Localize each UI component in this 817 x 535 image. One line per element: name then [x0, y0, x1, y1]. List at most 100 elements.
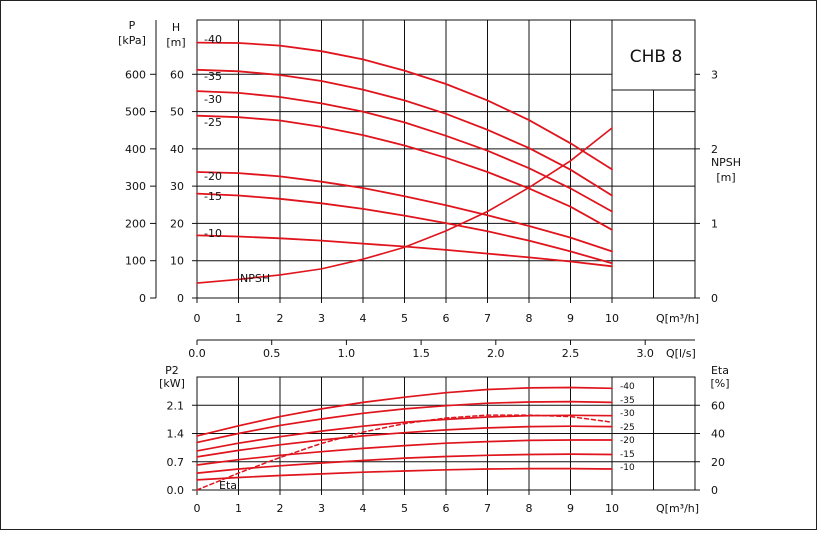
- qls-tick-label: 2.5: [562, 347, 580, 360]
- chart-title: CHB 8: [630, 47, 683, 67]
- power-q-tick-label: 6: [443, 502, 450, 515]
- q-tick-label: 0: [194, 312, 201, 325]
- q-tick-label: 9: [567, 312, 574, 325]
- q-tick-label: 7: [484, 312, 491, 325]
- kw-tick-label: 0.0: [167, 484, 185, 497]
- qls-tick-label: 0.0: [188, 347, 206, 360]
- p-axis-unit: [kPa]: [118, 34, 146, 47]
- power-curve-m15: [196, 453, 613, 474]
- title-box: [611, 19, 696, 91]
- eta-axis-unit: [%]: [710, 377, 729, 390]
- power-q-tick-label: 5: [401, 502, 408, 515]
- npsh-tick-label: 0: [711, 292, 718, 305]
- q-tick-label: 4: [360, 312, 367, 325]
- hq-curve-m30: [196, 90, 613, 213]
- power-curve-label: -30: [620, 409, 635, 419]
- npsh-axis-label: NPSH: [711, 156, 741, 169]
- power-curve-label: -10: [620, 463, 635, 473]
- h-tick-label: 0: [177, 292, 184, 305]
- power-q-tick-label: 4: [360, 502, 367, 515]
- power-q-tick-label: 8: [526, 502, 533, 515]
- power-curve-m40: [196, 386, 613, 437]
- eta-tick-label: 20: [711, 456, 725, 469]
- kw-tick-label: 1.4: [167, 428, 185, 441]
- power-curve-m25: [196, 425, 613, 458]
- hq-curve-label: -40: [204, 33, 222, 46]
- h-tick-label: 30: [170, 180, 184, 193]
- q-axis-label: Q[m³/h]: [656, 312, 699, 325]
- qls-tick-label: 0.5: [263, 347, 281, 360]
- q-tick-label: 3: [318, 312, 325, 325]
- qls-tick-label: 1.0: [338, 347, 356, 360]
- kw-axis-label: P2: [165, 364, 179, 377]
- npsh-curve-label: NPSH: [240, 272, 270, 285]
- p-axis-label: P: [129, 19, 136, 32]
- hq-curve-label: -20: [204, 170, 222, 183]
- q-tick-label: 6: [443, 312, 450, 325]
- npsh-tick-label: 1: [711, 217, 718, 230]
- npsh-tick-label: 2: [711, 143, 718, 156]
- eta-tick-label: 0: [711, 484, 718, 497]
- power-curve-label: -35: [620, 396, 635, 406]
- q-tick-label: 5: [401, 312, 408, 325]
- p-tick-label: 300: [125, 180, 146, 193]
- q-tick-label: 10: [605, 312, 619, 325]
- qls-axis-label: Q[l/s]: [666, 347, 696, 360]
- p-tick-label: 400: [125, 143, 146, 156]
- eta-tick-label: 40: [711, 428, 725, 441]
- power-q-tick-label: 0: [194, 502, 201, 515]
- kw-tick-label: 2.1: [167, 399, 185, 412]
- power-curve-label: -15: [620, 450, 635, 460]
- kw-tick-label: 0.7: [167, 456, 185, 469]
- power-q-tick-label: 3: [318, 502, 325, 515]
- power-curve-label: -40: [620, 382, 635, 392]
- hq-curve-m35: [196, 68, 613, 197]
- qls-tick-label: 3.0: [636, 347, 654, 360]
- hq-curve-m40: [196, 41, 613, 171]
- power-q-tick-label: 2: [277, 502, 284, 515]
- p-tick-label: 600: [125, 68, 146, 81]
- h-axis-label: H: [172, 21, 180, 34]
- power-q-axis-label: Q[m³/h]: [656, 502, 699, 515]
- h-tick-label: 50: [170, 106, 184, 119]
- power-curve-m35: [196, 400, 613, 444]
- hq-curve-label: -10: [204, 227, 222, 240]
- h-axis-unit: [m]: [166, 36, 185, 49]
- eta-axis-label: Eta: [711, 364, 729, 377]
- power-q-tick-label: 7: [484, 502, 491, 515]
- qls-tick-label: 1.5: [412, 347, 430, 360]
- hq-curve-label: -15: [204, 190, 222, 203]
- hq-curve-label: -35: [204, 70, 222, 83]
- hq-curve-m25: [196, 114, 613, 231]
- h-tick-label: 40: [170, 143, 184, 156]
- npsh-tick-label: 3: [711, 68, 718, 81]
- p-tick-label: 0: [139, 292, 146, 305]
- p-tick-label: 500: [125, 106, 146, 119]
- eta-curve-label: Eta: [219, 479, 237, 492]
- kw-axis-unit: [kW]: [159, 377, 185, 390]
- npsh-axis-unit: [m]: [716, 171, 735, 184]
- h-tick-label: 20: [170, 217, 184, 230]
- hq-curve-m20: [196, 171, 613, 253]
- p-tick-label: 100: [125, 255, 146, 268]
- eta-tick-label: 60: [711, 399, 725, 412]
- qls-tick-label: 2.0: [487, 347, 505, 360]
- power-q-tick-label: 10: [605, 502, 619, 515]
- power-curve-label: -20: [620, 436, 635, 446]
- h-tick-label: 60: [170, 68, 184, 81]
- power-curve-label: -25: [620, 423, 635, 433]
- hq-curve-NPSH: [196, 127, 613, 284]
- power-curve-m10: [196, 467, 613, 481]
- p-tick-label: 200: [125, 217, 146, 230]
- q-tick-label: 1: [235, 312, 242, 325]
- power-q-tick-label: 1: [235, 502, 242, 515]
- hq-curve-m15: [196, 192, 613, 265]
- q-tick-label: 8: [526, 312, 533, 325]
- power-q-tick-label: 9: [567, 502, 574, 515]
- power-curve-Eta: [196, 414, 613, 491]
- power-curve-m20: [196, 439, 613, 466]
- hq-curve-label: -30: [204, 93, 222, 106]
- q-tick-label: 2: [277, 312, 284, 325]
